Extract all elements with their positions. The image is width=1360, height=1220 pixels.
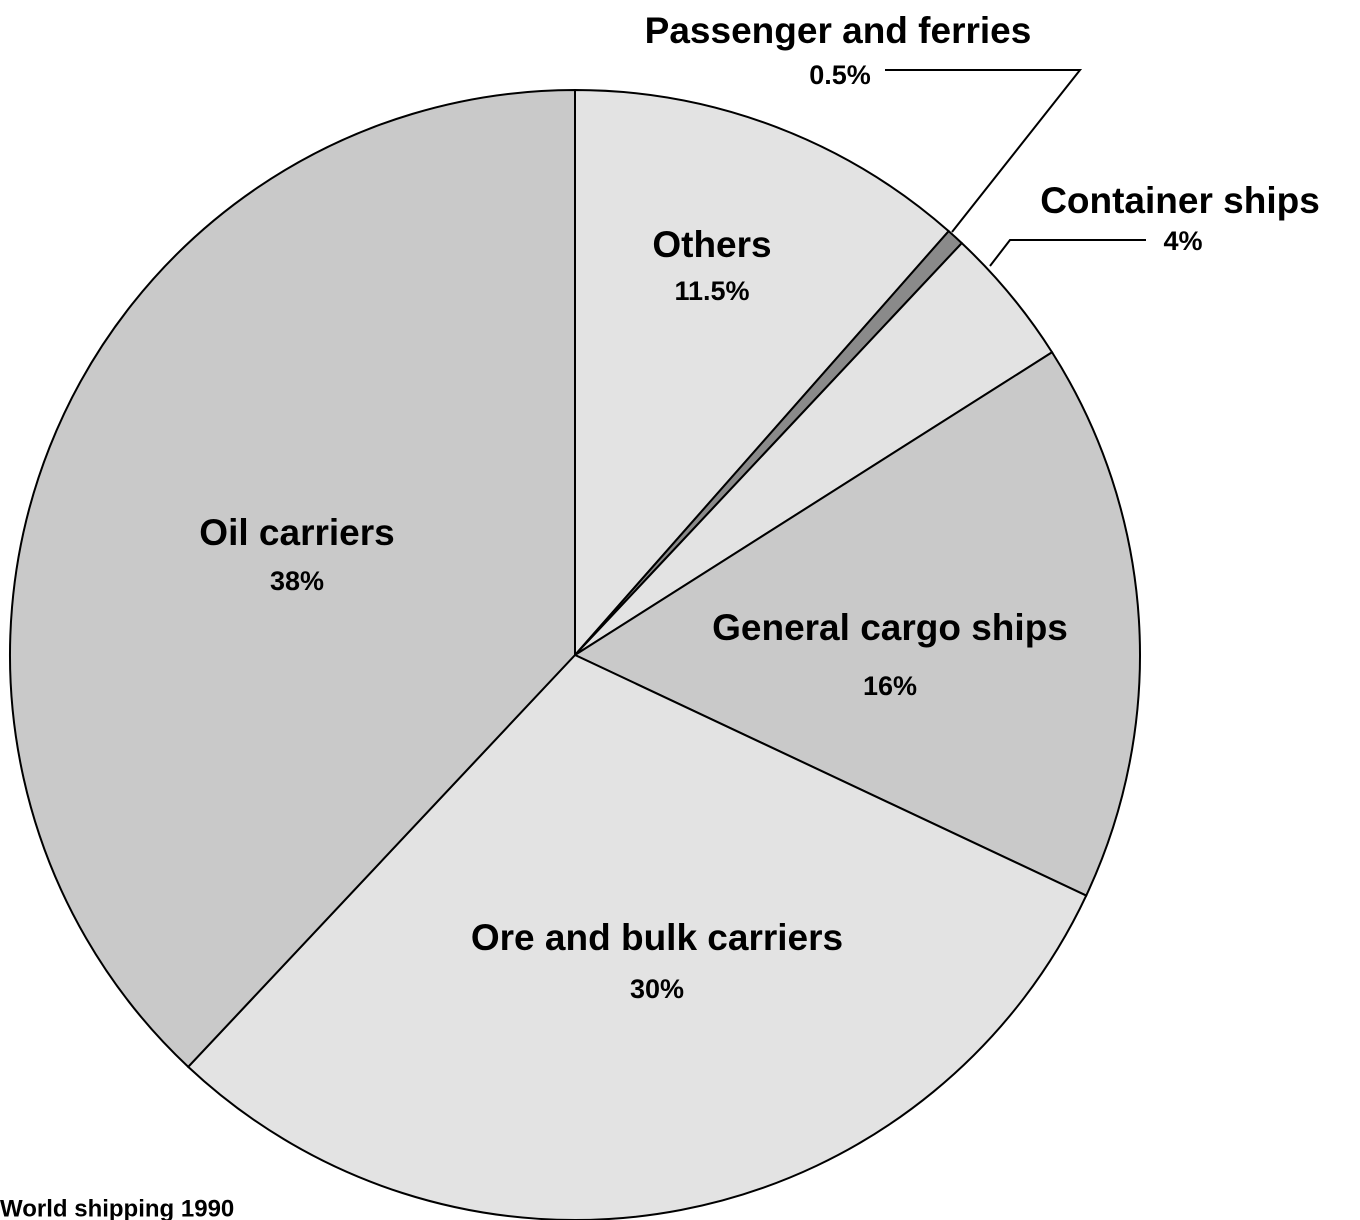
pie bbox=[9, 88, 1141, 1220]
value-label: 16% bbox=[863, 671, 917, 701]
leader-line bbox=[885, 69, 1083, 233]
slice bbox=[572, 350, 1141, 897]
slice bbox=[574, 88, 951, 658]
value-label: 11.5% bbox=[674, 276, 749, 306]
value-label: 0.5% bbox=[809, 60, 871, 90]
slice-label: Passenger and ferries bbox=[645, 10, 1032, 51]
leader-line bbox=[989, 239, 1146, 267]
caption: World shipping 1990 bbox=[0, 1195, 234, 1220]
value-label: 4% bbox=[1163, 226, 1202, 256]
slice bbox=[186, 653, 1088, 1220]
slice bbox=[9, 88, 576, 1069]
value-label: 38% bbox=[270, 566, 324, 596]
value-label: 30% bbox=[630, 974, 684, 1004]
slice-label: Container ships bbox=[1040, 180, 1320, 221]
slice-label: General cargo ships bbox=[712, 607, 1068, 648]
slice-label: Others bbox=[652, 224, 771, 265]
slice-label: Oil carriers bbox=[199, 512, 394, 553]
slice-label: Ore and bulk carriers bbox=[471, 917, 843, 958]
